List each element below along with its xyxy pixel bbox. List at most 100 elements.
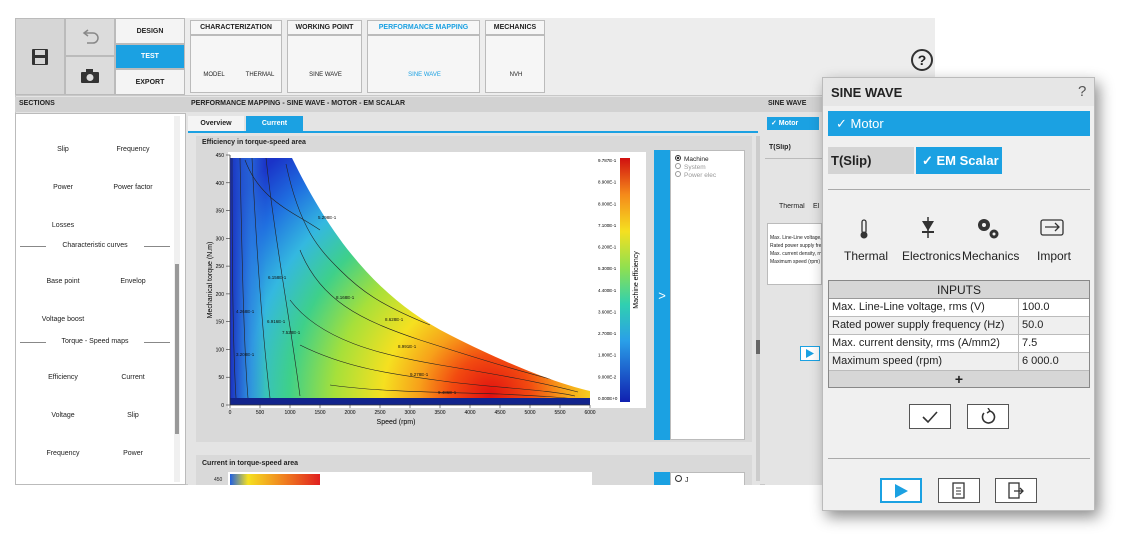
section-item[interactable]: Power [123, 450, 143, 457]
tool-label[interactable]: THERMAL [245, 72, 275, 78]
contour-label: 8.168E-1 [336, 295, 355, 300]
x-tick-label: 500 [256, 410, 265, 416]
separator [828, 189, 1090, 190]
model-button[interactable]: T(Slip) [769, 144, 791, 151]
scroll-thumb[interactable] [756, 340, 760, 354]
save-button[interactable] [15, 18, 65, 95]
mode-button[interactable]: TEST [115, 44, 185, 69]
undo-button[interactable] [65, 18, 115, 56]
section-item[interactable]: Frequency [116, 146, 150, 153]
legend-item[interactable]: J [675, 475, 689, 484]
y-tick-label: 250 [216, 264, 225, 270]
model-button[interactable]: ✓ EM Scalar [916, 147, 1002, 174]
section-item[interactable]: Current [121, 374, 145, 381]
x-tick-label: 2000 [344, 410, 355, 416]
legend-item[interactable]: Machine [675, 155, 709, 163]
x-tick-label: 5000 [524, 410, 535, 416]
sine-wave-dialog: SINE WAVE ? ✓ Motor T(Slip) ✓ EM Scalar … [822, 77, 1095, 511]
expand-button[interactable]: > [654, 150, 670, 440]
tool-icons [860, 217, 1064, 239]
tool-label[interactable]: SINE WAVE [408, 72, 441, 78]
y-tick-label: 400 [216, 181, 225, 187]
tool-label[interactable]: Mechanics [962, 249, 1020, 263]
y-axis-label: Mechanical torque (N.m) [207, 242, 214, 319]
tool-label[interactable]: NVH [509, 72, 523, 78]
input-value[interactable]: 100.0 [1022, 301, 1050, 313]
tool-label[interactable]: SINE WAVE [309, 72, 342, 78]
section-item[interactable]: Voltage boost [41, 316, 85, 323]
scroll-thumb[interactable] [175, 264, 179, 434]
tool-label[interactable]: MODEL [203, 72, 225, 78]
header-bar [15, 97, 935, 112]
colorbar-tick-label: 7.100E-1 [598, 223, 617, 228]
inputs-table: INPUTS Max. Line-Line voltage, rms (V) 10… [828, 280, 1090, 388]
view-tab[interactable]: Current [246, 116, 303, 131]
input-value[interactable]: 50.0 [1022, 319, 1044, 331]
help-button[interactable]: ? [911, 49, 933, 71]
import-icon [1040, 219, 1064, 236]
legend-item[interactable]: Power elec [675, 171, 716, 179]
x-tick-label: 5500 [554, 410, 565, 416]
section-item[interactable]: Losses [51, 222, 75, 229]
tool-label[interactable]: Thermal [844, 249, 889, 263]
tool-label[interactable]: El [813, 203, 820, 210]
colorbar-tick-label: 9.787E-1 [598, 158, 617, 163]
input-value[interactable]: 7.5 [1022, 337, 1038, 349]
legend-label: System [684, 164, 706, 171]
run-button[interactable] [800, 346, 820, 361]
legend-panel [670, 472, 745, 485]
input-label: Max. Line-Line voltage, rms (V) [770, 235, 822, 241]
tool-label[interactable]: Electronics [902, 249, 961, 263]
contour-label: 8.991E-1 [398, 344, 417, 349]
radio [675, 155, 681, 161]
section-item[interactable]: Base point [46, 278, 80, 285]
expand-button[interactable] [654, 472, 670, 485]
reset-button[interactable] [967, 404, 1009, 429]
dialog-help[interactable]: ? [1078, 83, 1087, 100]
toolbar-tab[interactable]: CHARACTERIZATION [190, 20, 282, 35]
input-row: Max. current density, rms (A/mm2) 7.5 [829, 335, 1089, 353]
legend-item[interactable]: System [675, 163, 706, 171]
input-label: Maximum speed (rpm) [829, 353, 1019, 370]
section-item[interactable]: Envelop [120, 278, 146, 285]
camera-button[interactable] [65, 56, 115, 95]
input-row: Maximum speed (rpm) 6 000.0 [829, 353, 1089, 371]
report-button[interactable] [938, 478, 980, 503]
apply-button[interactable] [909, 404, 951, 429]
section-item[interactable]: Slip [127, 412, 139, 419]
model-button[interactable]: T(Slip) [828, 147, 914, 174]
toolbar-tab[interactable]: MECHANICS [485, 20, 545, 35]
run-button[interactable] [880, 478, 922, 503]
colorbar-tick-label: 8.900E-1 [598, 180, 617, 185]
tool-label[interactable]: Thermal [779, 203, 805, 210]
y-tick-label: 0 [221, 403, 224, 409]
toolbar-tab[interactable]: WORKING POINT [287, 20, 362, 35]
view-tab[interactable]: Overview [188, 116, 244, 131]
section-item[interactable]: Frequency [46, 450, 80, 457]
mode-button[interactable]: DESIGN [115, 18, 185, 44]
tool-label[interactable]: Import [1037, 249, 1072, 263]
mode-button[interactable]: EXPORT [115, 69, 185, 95]
x-tick-label: 1500 [314, 410, 325, 416]
plot-panel [196, 455, 752, 485]
inputs-title: INPUTS [829, 281, 1089, 299]
section-item[interactable]: Power [53, 184, 73, 191]
colorbar-tick-label: 0.000E+0 [598, 396, 618, 401]
motor-bar[interactable]: ✓ Motor [828, 111, 1090, 136]
inputs-table: Max. Line-Line voltage, rms (V) Rated po… [767, 223, 822, 285]
contour-label: 9.278E-1 [410, 372, 429, 377]
input-value[interactable]: 6 000.0 [1022, 355, 1059, 367]
contour-label: 6.916E-1 [267, 319, 286, 324]
toolbar-tab[interactable]: PERFORMANCE MAPPING [367, 20, 480, 35]
add-row-button[interactable]: + [829, 371, 1089, 387]
motor-bar[interactable]: ✓ Motor [767, 117, 819, 130]
current-field [230, 474, 320, 485]
colorbar-tick-label: 8.000E-1 [598, 201, 617, 206]
section-item[interactable]: Efficiency [48, 374, 78, 381]
legend-label: J [685, 477, 689, 484]
section-item[interactable]: Voltage [51, 412, 75, 419]
section-item[interactable]: Slip [57, 146, 69, 153]
section-item[interactable]: Power factor [113, 184, 153, 191]
export-button[interactable] [995, 478, 1037, 503]
